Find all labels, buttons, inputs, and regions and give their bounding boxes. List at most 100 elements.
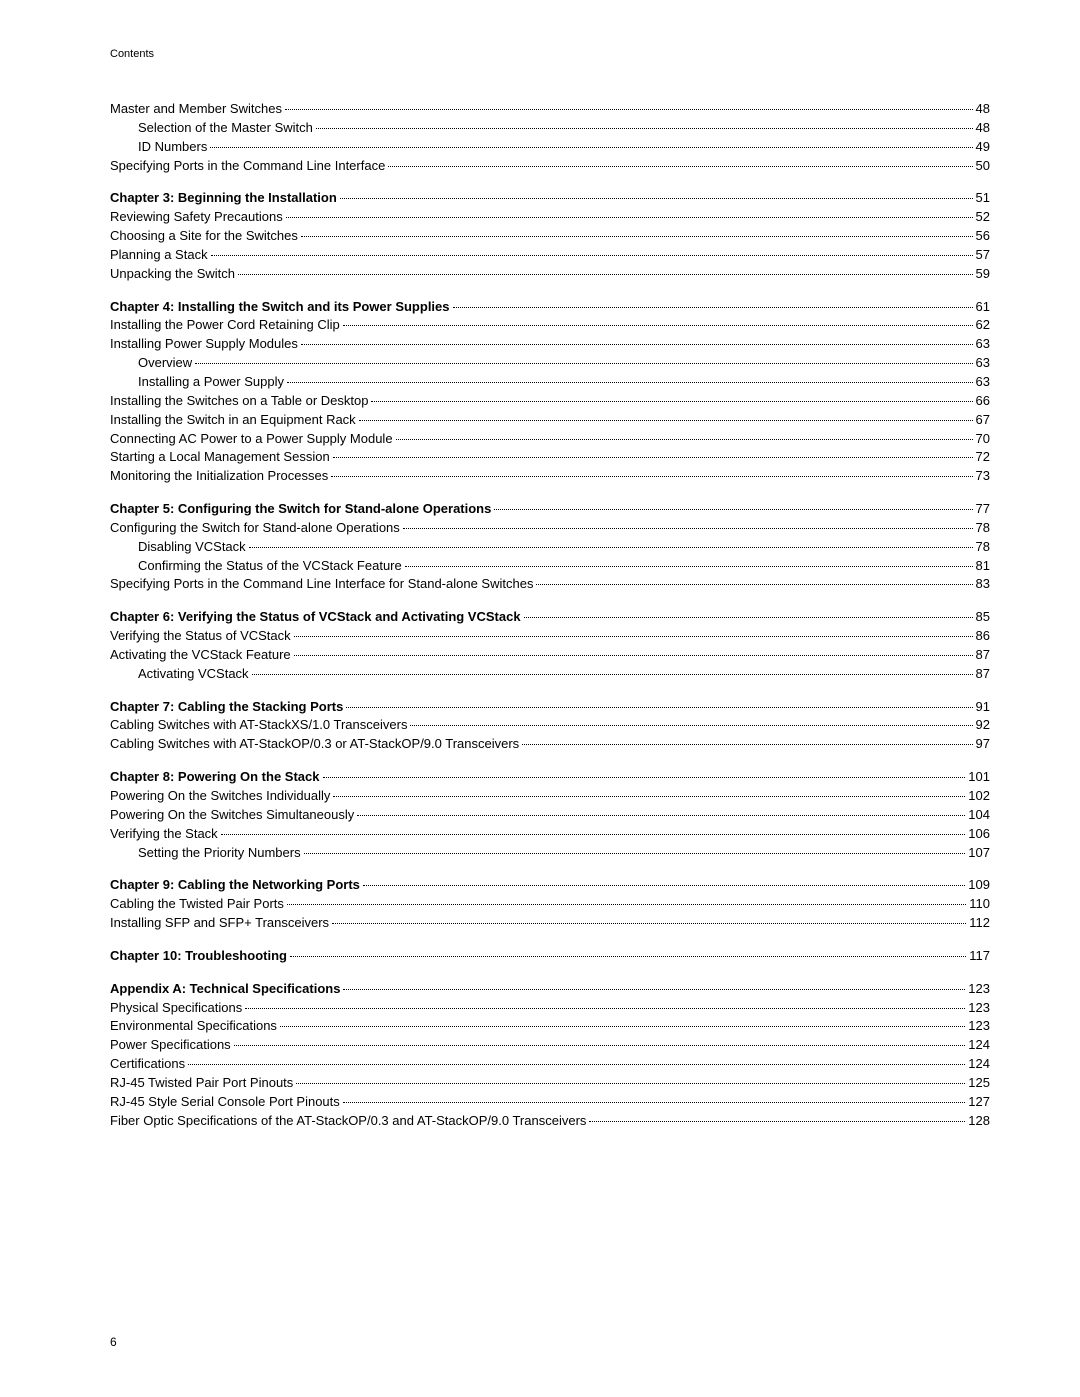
toc-leader-dots xyxy=(536,584,972,585)
toc-leader-dots xyxy=(304,853,966,854)
toc-page-number: 59 xyxy=(976,265,990,284)
toc-leader-dots xyxy=(363,885,965,886)
toc-page-number: 67 xyxy=(976,411,990,430)
toc-leader-dots xyxy=(294,636,973,637)
toc-leader-dots xyxy=(301,344,973,345)
page-number: 6 xyxy=(110,1335,117,1349)
toc-entry: Choosing a Site for the Switches 56 xyxy=(110,227,990,246)
toc-leader-dots xyxy=(405,566,973,567)
toc-entry: Chapter 3: Beginning the Installation 51 xyxy=(110,189,990,208)
toc-page-number: 61 xyxy=(976,298,990,317)
toc-title: Overview xyxy=(138,354,192,373)
toc-title: Cabling Switches with AT-StackXS/1.0 Tra… xyxy=(110,716,407,735)
toc-entry: Installing Power Supply Modules63 xyxy=(110,335,990,354)
toc-title: Fiber Optic Specifications of the AT-Sta… xyxy=(110,1112,586,1131)
toc-entry: Powering On the Switches Individually102 xyxy=(110,787,990,806)
toc-page-number: 87 xyxy=(976,665,990,684)
toc-page-number: 51 xyxy=(976,189,990,208)
toc-title: Powering On the Switches Individually xyxy=(110,787,330,806)
toc-leader-dots xyxy=(287,382,973,383)
toc-title: Starting a Local Management Session xyxy=(110,448,330,467)
toc-entry: Powering On the Switches Simultaneously1… xyxy=(110,806,990,825)
toc-leader-dots xyxy=(195,363,972,364)
section-gap xyxy=(110,486,990,500)
toc-entry: Verifying the Stack106 xyxy=(110,825,990,844)
toc-entry: Installing a Power Supply63 xyxy=(110,373,990,392)
toc-title: Certifications xyxy=(110,1055,185,1074)
toc-page-number: 87 xyxy=(976,646,990,665)
toc-leader-dots xyxy=(286,217,973,218)
toc-title: Setting the Priority Numbers xyxy=(138,844,301,863)
toc-title: Installing the Switch in an Equipment Ra… xyxy=(110,411,356,430)
toc-page-number: 124 xyxy=(968,1055,990,1074)
toc-leader-dots xyxy=(403,528,973,529)
toc-leader-dots xyxy=(343,325,973,326)
toc-title: Installing the Power Cord Retaining Clip xyxy=(110,316,340,335)
toc-title: Power Specifications xyxy=(110,1036,231,1055)
toc-leader-dots xyxy=(323,777,966,778)
toc-leader-dots xyxy=(494,509,972,510)
toc-entry: Physical Specifications123 xyxy=(110,999,990,1018)
section-gap xyxy=(110,862,990,876)
toc-leader-dots xyxy=(331,476,972,477)
toc-entry: Chapter 8: Powering On the Stack 101 xyxy=(110,768,990,787)
toc-page-number: 91 xyxy=(976,698,990,717)
toc-title: Confirming the Status of the VCStack Fea… xyxy=(138,557,402,576)
toc-leader-dots xyxy=(357,815,965,816)
toc-entry: Setting the Priority Numbers107 xyxy=(110,844,990,863)
toc-title: RJ-45 Twisted Pair Port Pinouts xyxy=(110,1074,293,1093)
page-header: Contents xyxy=(110,48,990,60)
section-gap xyxy=(110,684,990,698)
toc-title: Verifying the Status of VCStack xyxy=(110,627,291,646)
toc-page-number: 86 xyxy=(976,627,990,646)
toc-page-number: 125 xyxy=(968,1074,990,1093)
toc-page-number: 73 xyxy=(976,467,990,486)
toc-title: Connecting AC Power to a Power Supply Mo… xyxy=(110,430,393,449)
toc-leader-dots xyxy=(287,904,966,905)
toc-title: Choosing a Site for the Switches xyxy=(110,227,298,246)
toc-page-number: 117 xyxy=(969,947,990,966)
toc-page-number: 128 xyxy=(968,1112,990,1131)
toc-title: Activating VCStack xyxy=(138,665,249,684)
toc-entry: Activating the VCStack Feature87 xyxy=(110,646,990,665)
toc-page-number: 110 xyxy=(969,895,990,914)
toc-entry: Appendix A: Technical Specifications 123 xyxy=(110,980,990,999)
toc-leader-dots xyxy=(234,1045,966,1046)
toc-entry: Specifying Ports in the Command Line Int… xyxy=(110,575,990,594)
toc-leader-dots xyxy=(388,166,972,167)
section-gap xyxy=(110,594,990,608)
toc-entry: Installing SFP and SFP+ Transceivers112 xyxy=(110,914,990,933)
toc-page-number: 83 xyxy=(976,575,990,594)
toc-entry: Chapter 9: Cabling the Networking Ports … xyxy=(110,876,990,895)
section-gap xyxy=(110,175,990,189)
toc-leader-dots xyxy=(296,1083,965,1084)
toc-leader-dots xyxy=(221,834,966,835)
toc-leader-dots xyxy=(453,307,973,308)
toc-leader-dots xyxy=(280,1026,965,1027)
toc-leader-dots xyxy=(301,236,973,237)
toc-title: Chapter 7: Cabling the Stacking Ports xyxy=(110,698,343,717)
toc-page-number: 81 xyxy=(976,557,990,576)
toc-leader-dots xyxy=(249,547,973,548)
toc-entry: Specifying Ports in the Command Line Int… xyxy=(110,157,990,176)
toc-entry: Environmental Specifications123 xyxy=(110,1017,990,1036)
toc-page-number: 77 xyxy=(976,500,990,519)
toc-title: Reviewing Safety Precautions xyxy=(110,208,283,227)
toc-page-number: 78 xyxy=(976,519,990,538)
toc-page-number: 56 xyxy=(976,227,990,246)
toc-entry: Confirming the Status of the VCStack Fea… xyxy=(110,557,990,576)
toc-entry: Monitoring the Initialization Processes7… xyxy=(110,467,990,486)
toc-leader-dots xyxy=(359,420,973,421)
toc-title: Chapter 6: Verifying the Status of VCSta… xyxy=(110,608,521,627)
toc-entry: Chapter 5: Configuring the Switch for St… xyxy=(110,500,990,519)
toc-title: Chapter 10: Troubleshooting xyxy=(110,947,287,966)
toc-entry: Master and Member Switches48 xyxy=(110,100,990,119)
toc-entry: Cabling Switches with AT-StackOP/0.3 or … xyxy=(110,735,990,754)
toc-title: ID Numbers xyxy=(138,138,207,157)
toc-title: Installing SFP and SFP+ Transceivers xyxy=(110,914,329,933)
section-gap xyxy=(110,966,990,980)
toc-leader-dots xyxy=(522,744,972,745)
toc-title: Specifying Ports in the Command Line Int… xyxy=(110,157,385,176)
toc-leader-dots xyxy=(290,956,966,957)
toc-entry: Activating VCStack 87 xyxy=(110,665,990,684)
